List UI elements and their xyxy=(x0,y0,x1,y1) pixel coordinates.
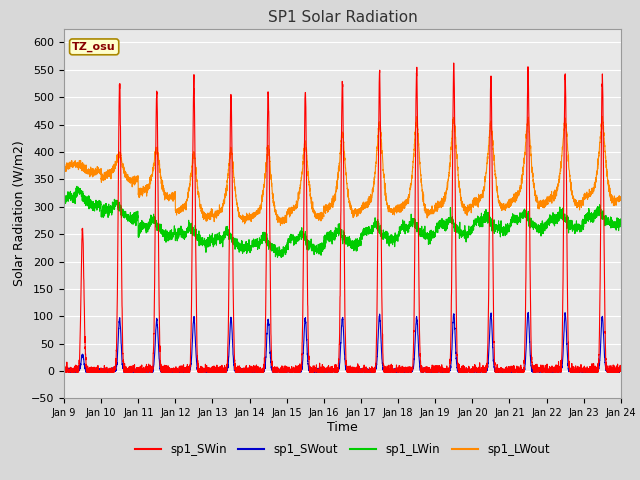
sp1_LWin xyxy=(617,216,625,222)
Line: sp1_LWout: sp1_LWout xyxy=(64,116,621,226)
sp1_LWin xyxy=(468,224,476,229)
sp1_LWout xyxy=(598,113,606,119)
sp1_SWin xyxy=(468,367,476,372)
sp1_LWin xyxy=(436,220,444,226)
sp1_LWin xyxy=(73,183,81,189)
sp1_LWout xyxy=(467,210,475,216)
Y-axis label: Solar Radiation (W/m2): Solar Radiation (W/m2) xyxy=(12,141,26,287)
sp1_LWout xyxy=(436,202,444,208)
Text: TZ_osu: TZ_osu xyxy=(72,42,116,52)
sp1_SWin xyxy=(616,369,624,374)
Title: SP1 Solar Radiation: SP1 Solar Radiation xyxy=(268,10,417,25)
sp1_SWout xyxy=(161,369,168,375)
sp1_LWin xyxy=(161,229,168,235)
Legend: sp1_SWin, sp1_SWout, sp1_LWin, sp1_LWout: sp1_SWin, sp1_SWout, sp1_LWin, sp1_LWout xyxy=(130,438,555,461)
sp1_SWin xyxy=(450,60,458,66)
sp1_SWin xyxy=(617,369,625,374)
sp1_SWin xyxy=(499,369,507,375)
sp1_LWin xyxy=(322,240,330,246)
sp1_LWout xyxy=(276,223,284,228)
sp1_SWin xyxy=(322,367,330,372)
sp1_SWin xyxy=(161,366,168,372)
sp1_LWin xyxy=(616,218,624,224)
sp1_SWout xyxy=(322,369,330,375)
sp1_LWin xyxy=(277,254,285,260)
sp1_LWout xyxy=(616,197,624,203)
sp1_SWout xyxy=(436,369,444,374)
sp1_LWin xyxy=(499,227,507,232)
sp1_LWout xyxy=(617,197,625,203)
sp1_LWout xyxy=(60,165,68,171)
sp1_SWout xyxy=(616,368,624,374)
Line: sp1_SWout: sp1_SWout xyxy=(64,312,621,372)
X-axis label: Time: Time xyxy=(327,421,358,434)
sp1_SWout xyxy=(524,310,532,315)
sp1_SWout xyxy=(617,367,625,373)
sp1_SWout xyxy=(60,369,68,375)
sp1_SWin xyxy=(60,369,68,375)
sp1_LWout xyxy=(499,207,507,213)
sp1_SWin xyxy=(436,369,444,375)
sp1_SWout xyxy=(61,369,68,375)
sp1_LWin xyxy=(60,204,68,210)
sp1_SWout xyxy=(467,367,475,372)
Line: sp1_SWin: sp1_SWin xyxy=(64,63,621,372)
Line: sp1_LWin: sp1_LWin xyxy=(64,186,621,257)
sp1_LWout xyxy=(160,189,168,195)
sp1_SWout xyxy=(499,367,507,373)
sp1_LWout xyxy=(322,202,330,208)
sp1_SWin xyxy=(60,369,68,374)
